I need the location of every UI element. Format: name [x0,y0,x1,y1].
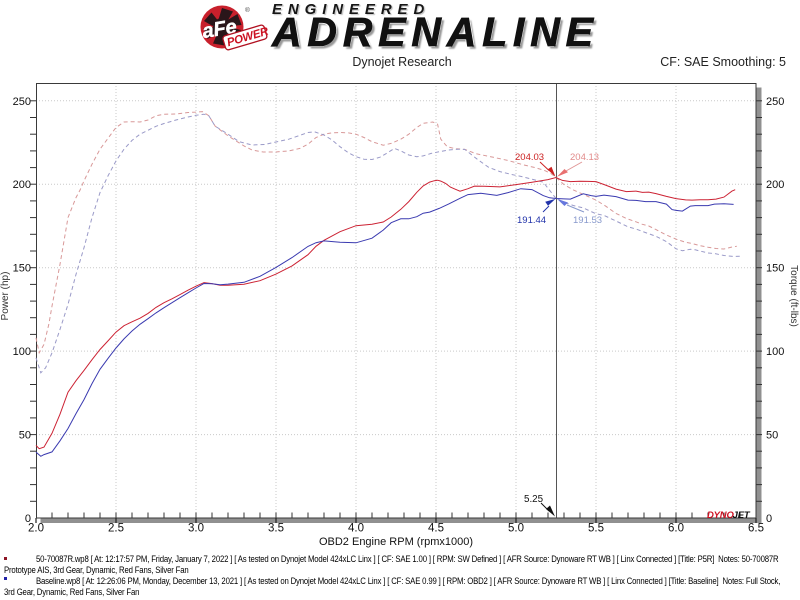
svg-text:2.5: 2.5 [108,523,124,535]
svg-text:100: 100 [13,346,31,358]
svg-text:Power (hp): Power (hp) [0,272,11,321]
svg-text:250: 250 [766,96,784,108]
svg-text:0: 0 [25,513,31,525]
svg-text:5.25: 5.25 [524,494,544,505]
svg-text:200: 200 [766,179,784,191]
svg-text:4.0: 4.0 [348,523,364,535]
svg-text:4.5: 4.5 [428,523,444,535]
svg-text:191.44: 191.44 [517,215,546,226]
svg-text:204.13: 204.13 [570,152,599,163]
svg-text:5.0: 5.0 [508,523,524,535]
svg-text:191.53: 191.53 [573,215,602,226]
svg-text:0: 0 [766,513,772,525]
svg-text:6.0: 6.0 [668,523,684,535]
svg-text:150: 150 [13,263,31,275]
svg-text:DYNOJET: DYNOJET [707,510,751,521]
svg-text:50: 50 [766,430,778,442]
svg-text:3.0: 3.0 [188,523,204,535]
svg-text:6.5: 6.5 [748,523,764,535]
svg-text:50: 50 [19,430,31,442]
svg-text:2.0: 2.0 [28,523,44,535]
svg-text:100: 100 [766,346,784,358]
svg-text:250: 250 [13,96,31,108]
svg-text:®: ® [245,6,250,14]
svg-text:204.03: 204.03 [515,152,544,163]
svg-text:3.5: 3.5 [268,523,284,535]
svg-text:OBD2 Engine RPM (rpmx1000): OBD2 Engine RPM (rpmx1000) [319,536,473,548]
svg-text:150: 150 [766,263,784,275]
svg-text:5.5: 5.5 [588,523,604,535]
svg-text:Torque (ft-lbs): Torque (ft-lbs) [788,265,799,327]
svg-text:200: 200 [13,179,31,191]
